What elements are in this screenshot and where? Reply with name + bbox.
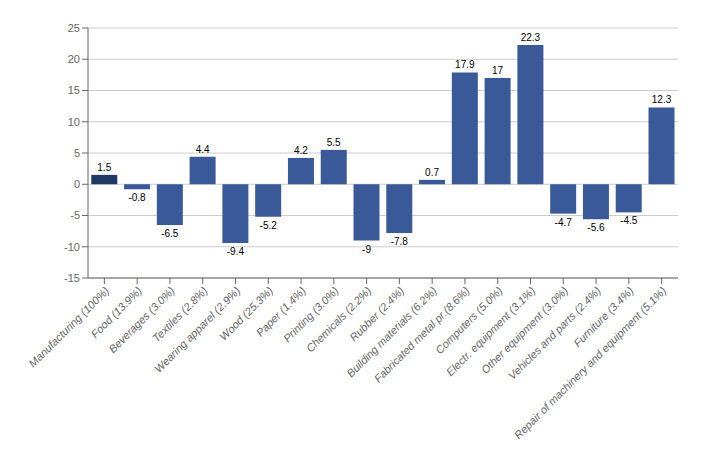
svg-text:17.9: 17.9: [455, 59, 475, 70]
svg-text:Beverages (3.0%): Beverages (3.0%): [106, 284, 177, 356]
svg-text:1.5: 1.5: [97, 162, 111, 173]
svg-text:-15: -15: [64, 272, 80, 284]
svg-text:Manufacturing (100%): Manufacturing (100%): [26, 284, 112, 370]
svg-text:Building materials (6.2%): Building materials (6.2%): [344, 284, 440, 380]
svg-text:Rubber (2.4%): Rubber (2.4%): [347, 284, 406, 343]
svg-text:20: 20: [68, 53, 80, 65]
svg-text:-10: -10: [64, 241, 80, 253]
svg-text:Electr. equipment (3.1%): Electr. equipment (3.1%): [443, 284, 538, 379]
svg-text:Fabricated metal pr.(8.6%): Fabricated metal pr.(8.6%): [371, 284, 472, 385]
svg-text:Food (13.9%): Food (13.9%): [88, 284, 145, 341]
svg-text:4.2: 4.2: [294, 145, 308, 156]
svg-text:25: 25: [68, 22, 80, 34]
svg-text:10: 10: [68, 116, 80, 128]
svg-text:Chemicals (2.2%): Chemicals (2.2%): [303, 284, 374, 355]
svg-text:Wearing apparel (2.9%): Wearing apparel (2.9%): [151, 284, 243, 375]
svg-text:-0.8: -0.8: [128, 192, 146, 203]
svg-text:Repair of machinery and equipm: Repair of machinery and equipment (5.1%): [512, 284, 669, 441]
svg-text:Other equipment (3.0%): Other equipment (3.0%): [478, 284, 571, 376]
svg-text:Computers (5.0%): Computers (5.0%): [433, 284, 505, 357]
svg-text:Wood (25.3%): Wood (25.3%): [217, 284, 276, 343]
svg-text:Vehicles and parts (2.4%): Vehicles and parts (2.4%): [505, 284, 603, 382]
svg-text:-5: -5: [70, 209, 80, 221]
svg-text:-9.4: -9.4: [227, 246, 245, 257]
svg-text:4.4: 4.4: [196, 144, 210, 155]
svg-text:17: 17: [492, 65, 504, 76]
svg-text:Printing (3.0%): Printing (3.0%): [281, 284, 341, 344]
svg-text:-4.7: -4.7: [555, 217, 573, 228]
svg-text:-6.5: -6.5: [161, 228, 179, 239]
svg-text:-7.8: -7.8: [391, 236, 409, 247]
svg-text:5: 5: [74, 147, 80, 159]
svg-text:-5.2: -5.2: [260, 220, 278, 231]
svg-text:Furniture (3.4%): Furniture (3.4%): [571, 284, 636, 349]
svg-text:-4.5: -4.5: [620, 215, 638, 226]
svg-text:12.3: 12.3: [652, 94, 672, 105]
svg-text:-9: -9: [362, 244, 371, 255]
svg-text:15: 15: [68, 84, 80, 96]
svg-text:5.5: 5.5: [327, 137, 341, 148]
svg-text:0.7: 0.7: [425, 167, 439, 178]
svg-text:22.3: 22.3: [521, 32, 541, 43]
svg-text:Paper (1.4%): Paper (1.4%): [253, 284, 308, 339]
svg-text:0: 0: [74, 178, 80, 190]
svg-text:Textiles (2.8%): Textiles (2.8%): [150, 284, 210, 344]
svg-text:-5.6: -5.6: [587, 222, 605, 233]
